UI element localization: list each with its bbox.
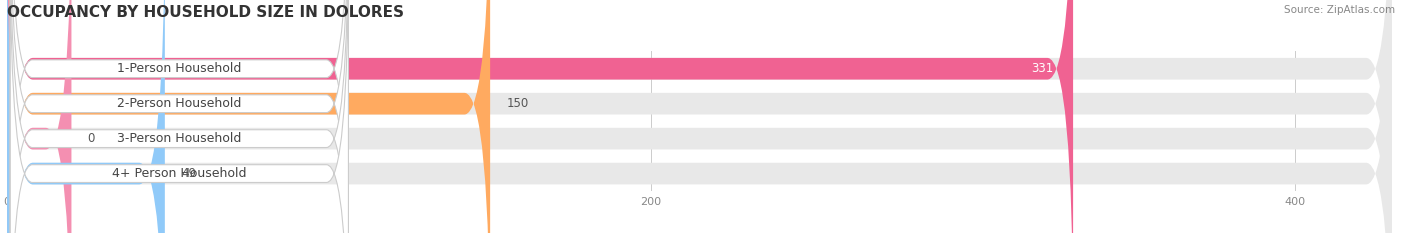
Text: 3-Person Household: 3-Person Household [117,132,242,145]
FancyBboxPatch shape [7,0,1392,233]
FancyBboxPatch shape [7,0,1392,233]
Text: 0: 0 [87,132,96,145]
Text: 2-Person Household: 2-Person Household [117,97,242,110]
Text: 150: 150 [506,97,529,110]
FancyBboxPatch shape [7,0,72,233]
FancyBboxPatch shape [7,0,1392,233]
Text: 1-Person Household: 1-Person Household [117,62,242,75]
FancyBboxPatch shape [7,0,1073,233]
Text: 49: 49 [181,167,195,180]
Text: 331: 331 [1032,62,1053,75]
Text: Source: ZipAtlas.com: Source: ZipAtlas.com [1284,5,1395,15]
FancyBboxPatch shape [10,0,349,233]
FancyBboxPatch shape [10,0,349,233]
Text: OCCUPANCY BY HOUSEHOLD SIZE IN DOLORES: OCCUPANCY BY HOUSEHOLD SIZE IN DOLORES [7,5,404,20]
FancyBboxPatch shape [7,0,165,233]
FancyBboxPatch shape [10,0,349,233]
Text: 4+ Person Household: 4+ Person Household [112,167,246,180]
FancyBboxPatch shape [7,0,491,233]
FancyBboxPatch shape [10,0,349,233]
FancyBboxPatch shape [7,0,1392,233]
